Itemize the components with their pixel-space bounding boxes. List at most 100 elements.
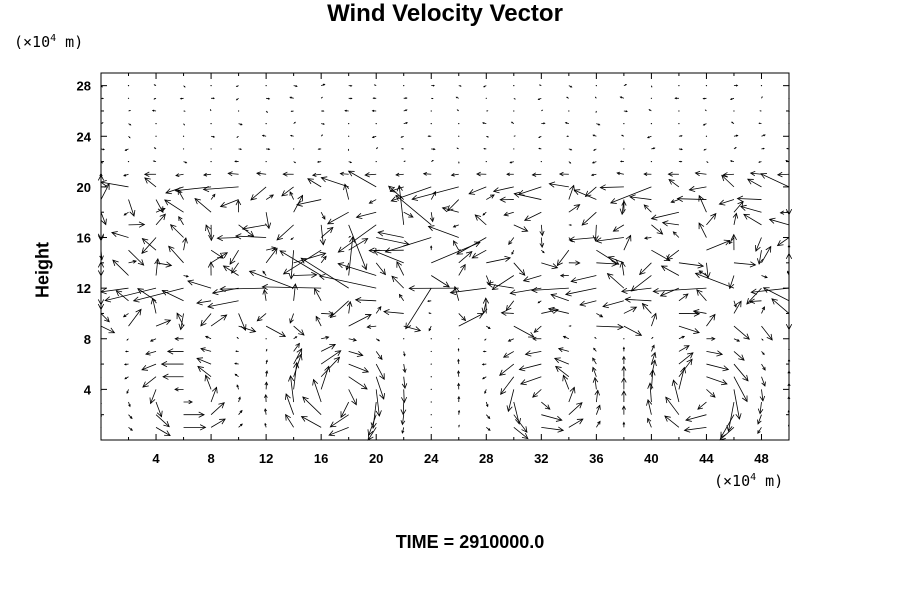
wind-vector [481, 300, 488, 315]
wind-vector [320, 176, 349, 188]
wind-vector [169, 224, 184, 238]
wind-vector [320, 356, 341, 377]
wind-vector [704, 262, 711, 279]
wind-vector [238, 313, 247, 331]
wind-vector [485, 160, 487, 163]
wind-vector [705, 135, 708, 137]
wind-vector [486, 427, 491, 431]
wind-vector [152, 160, 157, 163]
wind-vector [450, 173, 459, 177]
x-axis-unit: (×104 m) [714, 472, 784, 490]
wind-vector [491, 275, 515, 290]
wind-vector [236, 135, 239, 138]
wind-vector [599, 184, 624, 191]
wind-vector [265, 338, 267, 340]
wind-vector [538, 135, 542, 138]
wind-vector [430, 426, 432, 428]
wind-vector [337, 262, 377, 276]
wind-vector [200, 347, 212, 353]
wind-vector [457, 395, 461, 403]
wind-vector [595, 85, 597, 87]
wind-vector [293, 336, 298, 340]
wind-vector [456, 109, 460, 112]
wind-vector [431, 275, 450, 288]
wind-vector [431, 148, 436, 151]
wind-vector [293, 353, 303, 377]
wind-vector [231, 262, 239, 274]
wind-vector [694, 170, 707, 177]
wind-vector [289, 134, 294, 137]
wind-vector [602, 300, 624, 309]
wind-vector [238, 224, 255, 237]
wind-vector [730, 233, 737, 251]
wind-vector [566, 135, 569, 137]
wind-vector [511, 250, 515, 255]
wind-vector [568, 148, 573, 151]
wind-vector [346, 300, 353, 314]
wind-vector [519, 376, 542, 386]
wind-vector [694, 272, 735, 289]
wind-vector [517, 186, 542, 196]
wind-vector [348, 376, 368, 390]
wind-vector [293, 85, 298, 88]
wind-vector [532, 389, 542, 398]
wind-vector [666, 249, 680, 260]
wind-vector [430, 414, 432, 416]
wind-vector [329, 414, 349, 428]
wind-vector [458, 263, 466, 276]
wind-vector [431, 97, 434, 100]
wind-vector [541, 262, 559, 270]
wind-vector [128, 135, 131, 139]
wind-vector [354, 296, 377, 304]
wind-vector [499, 196, 514, 203]
wind-vector [678, 358, 693, 377]
wind-vector [431, 84, 435, 87]
wind-vector [155, 199, 164, 214]
wind-vector [408, 285, 459, 292]
wind-vector [112, 259, 129, 276]
wind-vector [733, 261, 757, 268]
wind-vector [176, 312, 184, 327]
wind-vector [623, 325, 643, 336]
wind-vector [210, 249, 224, 259]
wind-vector [375, 351, 383, 361]
wind-vector [183, 110, 186, 112]
wind-vector [403, 338, 405, 340]
wind-vector [509, 287, 542, 296]
wind-vector [650, 211, 680, 221]
wind-vector [320, 212, 326, 220]
wind-vector [619, 96, 625, 99]
wind-vector [264, 393, 268, 403]
wind-vector [368, 199, 377, 204]
wind-vector [320, 134, 323, 137]
y-axis-unit: (×104 m) [14, 33, 84, 51]
wind-vector [153, 84, 157, 87]
wind-vector [175, 173, 184, 177]
wind-vector [594, 336, 597, 340]
wind-vector [584, 186, 597, 198]
wind-vector [652, 287, 707, 295]
wind-vector [622, 355, 626, 365]
wind-vector [630, 275, 652, 292]
wind-vector [568, 110, 570, 112]
wind-vector [235, 350, 239, 353]
wind-vector [430, 110, 432, 112]
wind-vector [541, 122, 546, 125]
wind-vector [541, 414, 563, 422]
wind-vector [570, 275, 597, 284]
wind-vector [142, 376, 157, 388]
wind-vector [348, 224, 368, 271]
wind-vector [619, 260, 626, 276]
x-tick-label: 36 [589, 451, 603, 466]
wind-vector [347, 148, 350, 152]
wind-vector [667, 171, 679, 177]
wind-vector [128, 401, 131, 408]
wind-vector [706, 363, 730, 372]
wind-vector [513, 97, 516, 100]
wind-vector [665, 396, 680, 415]
wind-vector [692, 309, 707, 315]
wind-vector [178, 215, 184, 226]
wind-vector [100, 325, 116, 334]
wind-vector [759, 389, 766, 402]
wind-vector [564, 122, 569, 125]
